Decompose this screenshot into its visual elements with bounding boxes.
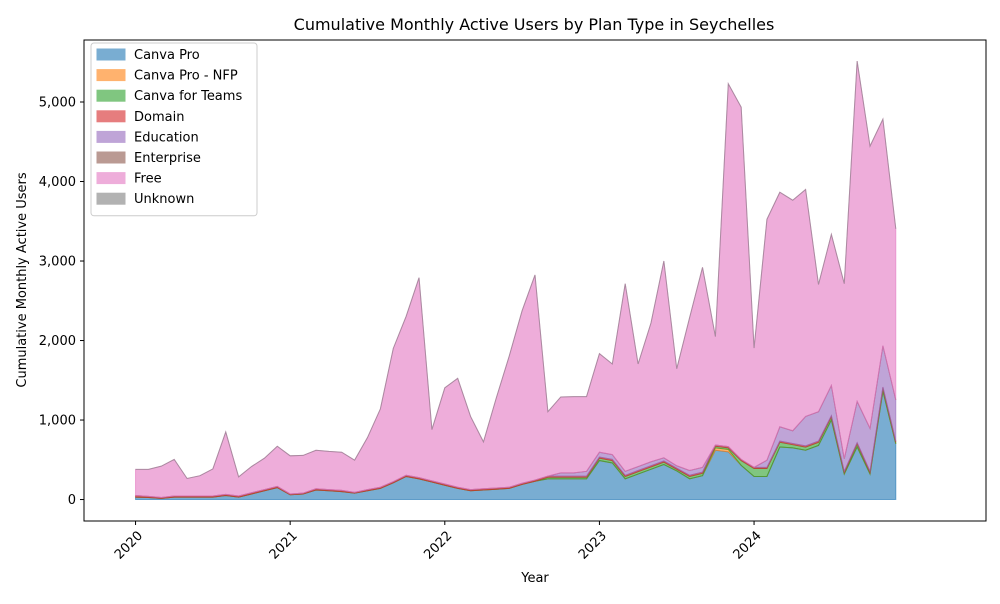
x-tick-label: 2021 bbox=[267, 529, 301, 563]
legend-swatch bbox=[96, 48, 126, 61]
x-axis: 2020 2021 2022 2023 2024 bbox=[112, 521, 765, 563]
legend-label: Unknown bbox=[134, 192, 194, 207]
y-tick-label: 1,000 bbox=[39, 414, 76, 429]
x-tick-label: 2020 bbox=[112, 529, 146, 563]
legend-swatch bbox=[96, 69, 126, 82]
legend-label: Enterprise bbox=[134, 151, 201, 166]
area-series-group bbox=[135, 60, 897, 501]
legend: Canva Pro Canva Pro - NFP Canva for Teams D… bbox=[90, 42, 258, 217]
x-axis-label: Year bbox=[520, 571, 549, 586]
legend-label: Domain bbox=[134, 110, 184, 125]
y-axis-label: Cumulative Monthly Active Users bbox=[15, 172, 30, 387]
legend-swatch bbox=[96, 130, 126, 143]
legend-swatch bbox=[96, 172, 126, 185]
legend-label: Canva Pro - NFP bbox=[134, 69, 238, 84]
chart-title: Cumulative Monthly Active Users by Plan … bbox=[294, 15, 775, 34]
y-tick-label: 4,000 bbox=[39, 175, 76, 190]
legend-label: Canva Pro bbox=[134, 48, 200, 63]
legend-label: Free bbox=[134, 172, 162, 187]
legend-label: Canva for Teams bbox=[134, 89, 242, 104]
y-axis: 0 1,000 2,000 3,000 4,000 5,000 bbox=[39, 96, 84, 508]
legend-swatch bbox=[96, 192, 126, 205]
y-tick-label: 5,000 bbox=[39, 96, 76, 111]
legend-label: Education bbox=[134, 130, 199, 145]
x-tick-label: 2023 bbox=[576, 529, 610, 563]
legend-swatch bbox=[96, 151, 126, 164]
y-tick-label: 2,000 bbox=[39, 334, 76, 349]
plot-frame bbox=[83, 39, 987, 522]
legend-box bbox=[90, 42, 258, 217]
y-tick-label: 3,000 bbox=[39, 255, 76, 270]
area-unknown bbox=[135, 60, 897, 480]
legend-swatch bbox=[96, 89, 126, 102]
x-tick-label: 2024 bbox=[731, 529, 765, 563]
y-tick-label: 0 bbox=[68, 493, 76, 508]
x-tick-label: 2022 bbox=[421, 529, 455, 563]
legend-swatch bbox=[96, 110, 126, 123]
